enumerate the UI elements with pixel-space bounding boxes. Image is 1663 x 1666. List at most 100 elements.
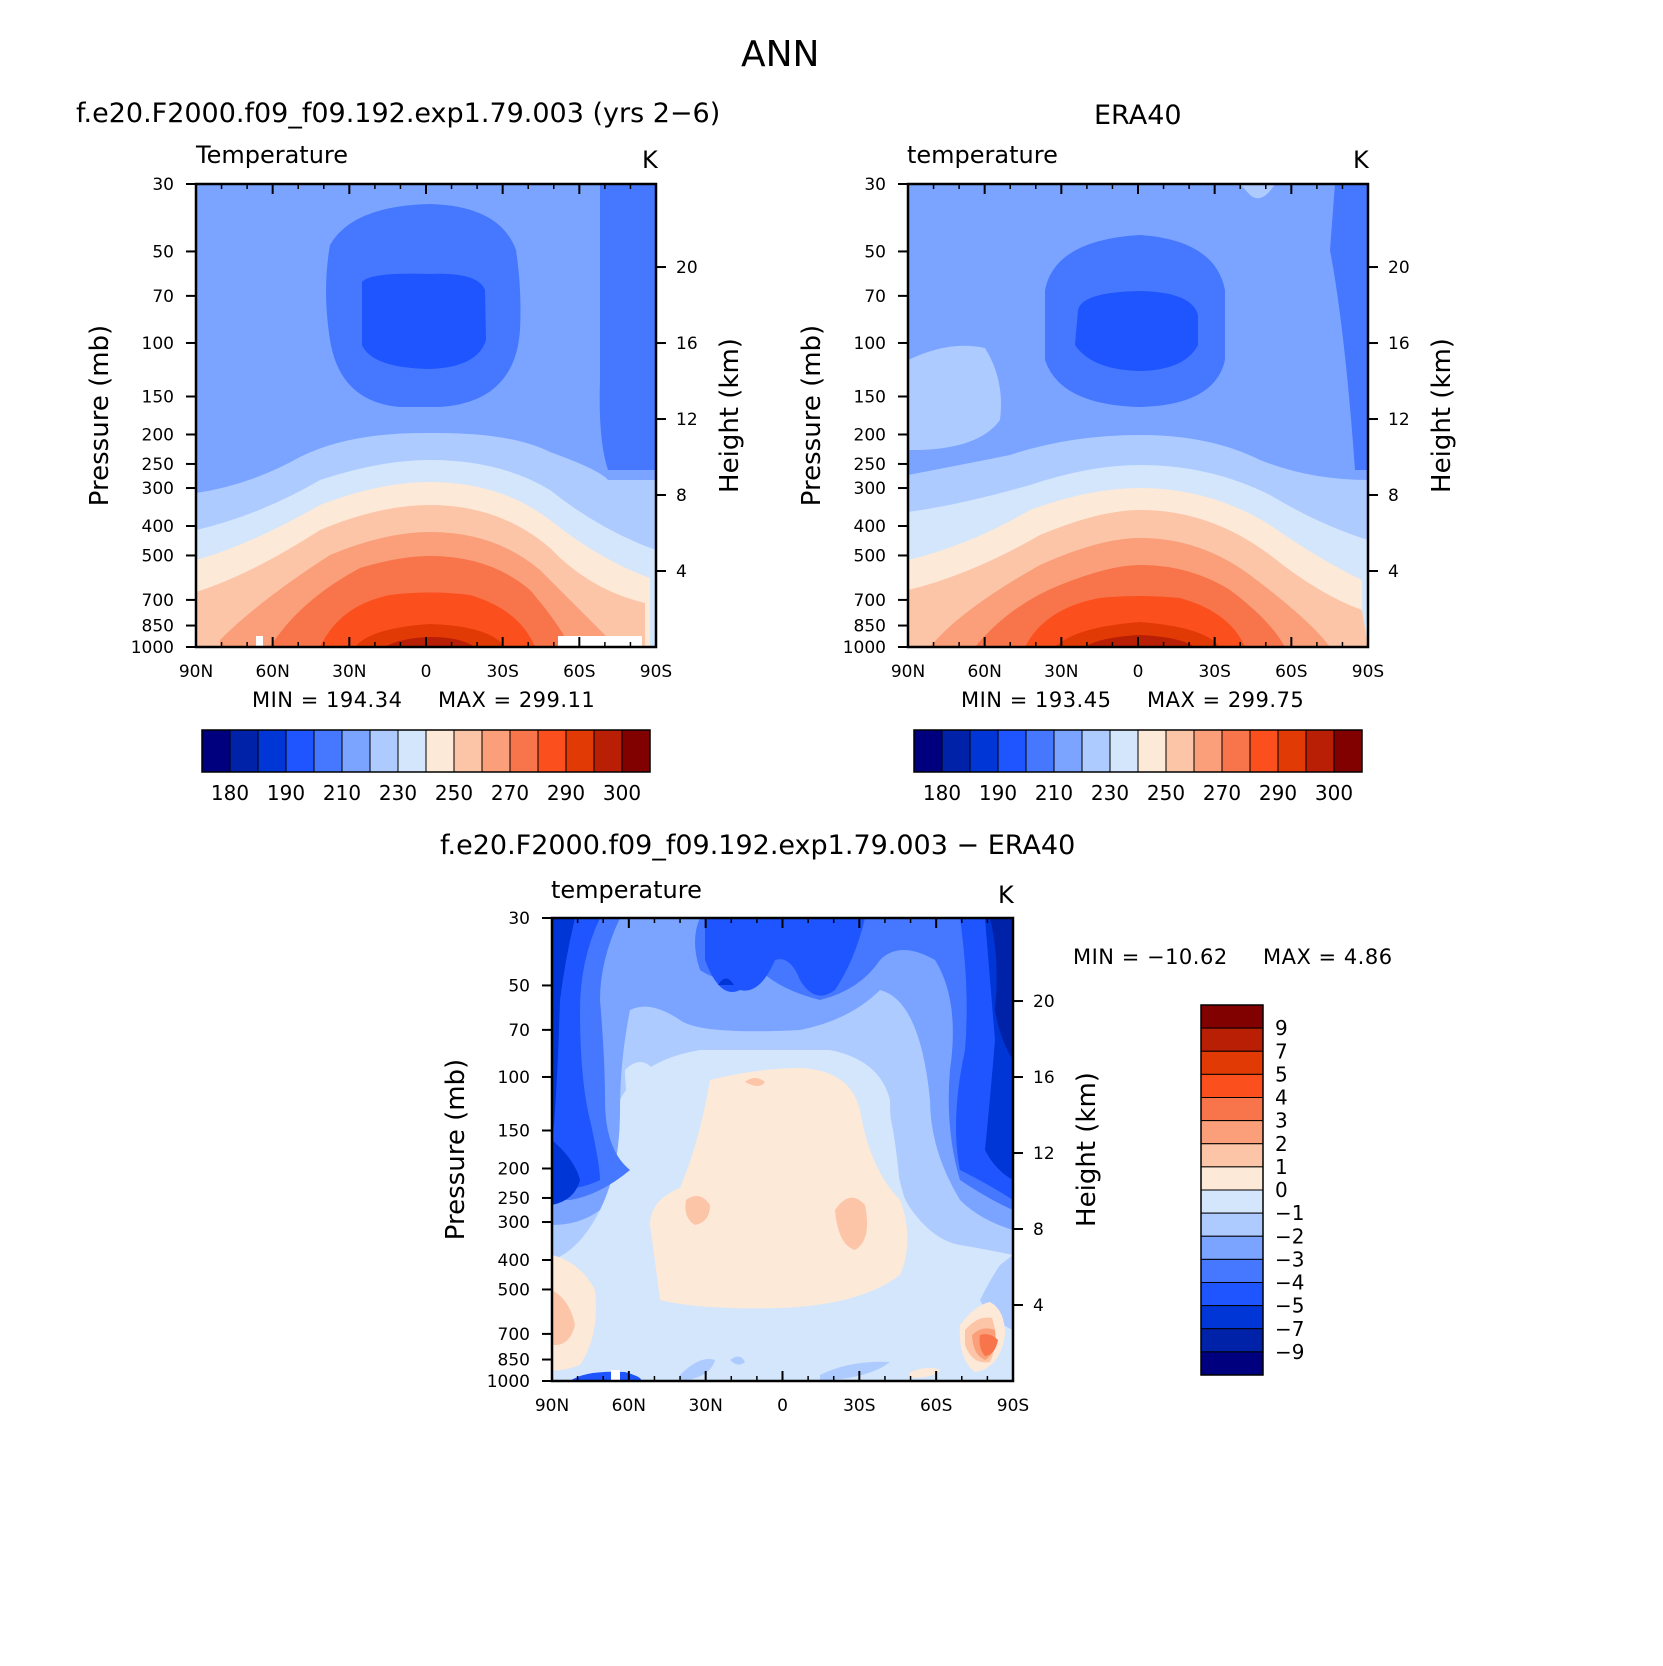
colorbar-swatch: [397, 729, 427, 773]
y-tick-label: 70: [152, 287, 174, 307]
y-tick-label: 200: [142, 425, 174, 445]
x-tick-label: 90N: [535, 1396, 569, 1416]
colorbar-swatch: [1200, 1027, 1264, 1052]
y-right-tick-label: 20: [676, 258, 698, 278]
x-tick-label: 0: [777, 1396, 788, 1416]
x-tick-label: 0: [1133, 662, 1144, 682]
colorbar-label: 7: [1275, 1039, 1288, 1063]
y-tick-label: 100: [498, 1068, 530, 1088]
colorbar-swatch: [1200, 1282, 1264, 1307]
y-tick-label: 100: [142, 334, 174, 354]
colorbar-swatch: [1277, 729, 1307, 773]
x-tick-label: 30S: [486, 662, 518, 682]
colorbar-swatch: [621, 729, 651, 773]
x-tick-label: 30S: [843, 1396, 875, 1416]
colorbar-swatch: [453, 729, 483, 773]
panel-2-variable: temperature: [907, 141, 1058, 169]
colorbar-swatch: [997, 729, 1027, 773]
y-right-tick-label: 16: [1033, 1068, 1055, 1088]
y-tick-label: 250: [854, 455, 886, 475]
colorbar-swatch: [1221, 729, 1251, 773]
colorbar-swatch: [1053, 729, 1083, 773]
y-tick-label: 700: [498, 1325, 530, 1345]
colorbar-label: −1: [1275, 1201, 1304, 1225]
panel-1-contours: [196, 184, 656, 647]
colorbar-swatch: [593, 729, 623, 773]
y-tick-label: 400: [498, 1251, 530, 1271]
y-tick-label: 30: [864, 175, 886, 195]
y-tick-label: 1000: [843, 638, 886, 658]
y-axis-title: Pressure (mb): [441, 1059, 471, 1240]
colorbar-swatch: [1193, 729, 1223, 773]
y-tick-label: 500: [854, 546, 886, 566]
y-tick-label: 50: [864, 242, 886, 262]
x-tick-label: 30N: [688, 1396, 722, 1416]
colorbar-swatch: [1200, 1143, 1264, 1168]
y-right-tick-label: 8: [676, 486, 687, 506]
colorbar-swatch: [537, 729, 567, 773]
colorbar-label: 250: [1147, 781, 1185, 805]
y-right-tick-label: 12: [676, 410, 698, 430]
x-tick-label: 30N: [1044, 662, 1078, 682]
y-tick-label: 200: [854, 425, 886, 445]
colorbar-label: −9: [1275, 1340, 1304, 1364]
colorbar-swatch: [1200, 1004, 1264, 1029]
y-tick-label: 250: [142, 455, 174, 475]
colorbar-label: 180: [211, 781, 249, 805]
colorbar-label: 250: [435, 781, 473, 805]
y-tick-label: 500: [498, 1280, 530, 1300]
y-tick-label: 850: [854, 617, 886, 637]
x-tick-label: 90S: [640, 662, 672, 682]
colorbar-swatch: [969, 729, 999, 773]
y-right-tick-label: 4: [1033, 1296, 1044, 1316]
colorbar-swatch: [1200, 1073, 1264, 1098]
y-right-tick-label: 20: [1388, 258, 1410, 278]
y-tick-label: 1000: [131, 638, 174, 658]
colorbar-label: 230: [379, 781, 417, 805]
y-tick-label: 850: [142, 617, 174, 637]
x-tick-label: 60N: [255, 662, 289, 682]
colorbar-swatch: [1200, 1166, 1264, 1191]
x-tick-label: 60N: [612, 1396, 646, 1416]
colorbar-label: 230: [1091, 781, 1129, 805]
colorbar-swatch: [1165, 729, 1195, 773]
x-tick-label: 90N: [179, 662, 213, 682]
colorbar-swatch: [1200, 1235, 1264, 1260]
y-tick-label: 1000: [487, 1372, 530, 1392]
y-tick-label: 70: [864, 287, 886, 307]
colorbar-swatch: [201, 729, 231, 773]
colorbar-swatch: [1200, 1212, 1264, 1237]
colorbar-frame: [913, 729, 1363, 773]
y-tick-label: 300: [854, 479, 886, 499]
colorbar-label: −2: [1275, 1224, 1304, 1248]
panel-1-max: MAX = 299.11: [438, 688, 596, 712]
y-tick-label: 100: [854, 334, 886, 354]
colorbar-label: 5: [1275, 1062, 1288, 1086]
panel-2-contours: [908, 184, 1368, 647]
colorbar-label: 3: [1275, 1109, 1288, 1133]
panel-1-variable: Temperature: [196, 141, 349, 169]
y-tick-label: 700: [142, 591, 174, 611]
panel-2-axes: 90N 60N 30N 0 30S 60S 90S 30 50 70 100 150 200 250 300…: [797, 175, 1457, 682]
colorbar-swatch: [1200, 1189, 1264, 1214]
y-tick-label: 300: [142, 479, 174, 499]
colorbar-label: 270: [1203, 781, 1241, 805]
colorbar-label: 210: [323, 781, 361, 805]
colorbar-swatch: [941, 729, 971, 773]
colorbar-swatch: [509, 729, 539, 773]
colorbar-swatch: [369, 729, 399, 773]
panel-2-units: K: [1353, 146, 1369, 174]
colorbar-2: 180 190 210 230 250 270 290 300: [913, 729, 1363, 805]
season-title: ANN: [741, 34, 820, 75]
colorbar-swatch: [425, 729, 455, 773]
x-tick-label: 60S: [563, 662, 595, 682]
panel-3-max: MAX = 4.86: [1263, 945, 1393, 969]
y-right-tick-label: 4: [1388, 562, 1399, 582]
colorbar-swatch: [341, 729, 371, 773]
colorbar-swatch: [1137, 729, 1167, 773]
colorbar-swatch: [1200, 1258, 1264, 1283]
colorbar-swatch: [1109, 729, 1139, 773]
axes-layer: 90N 60N 30N 0 30S 60S 90S305070100150200250300…: [85, 175, 1457, 1416]
